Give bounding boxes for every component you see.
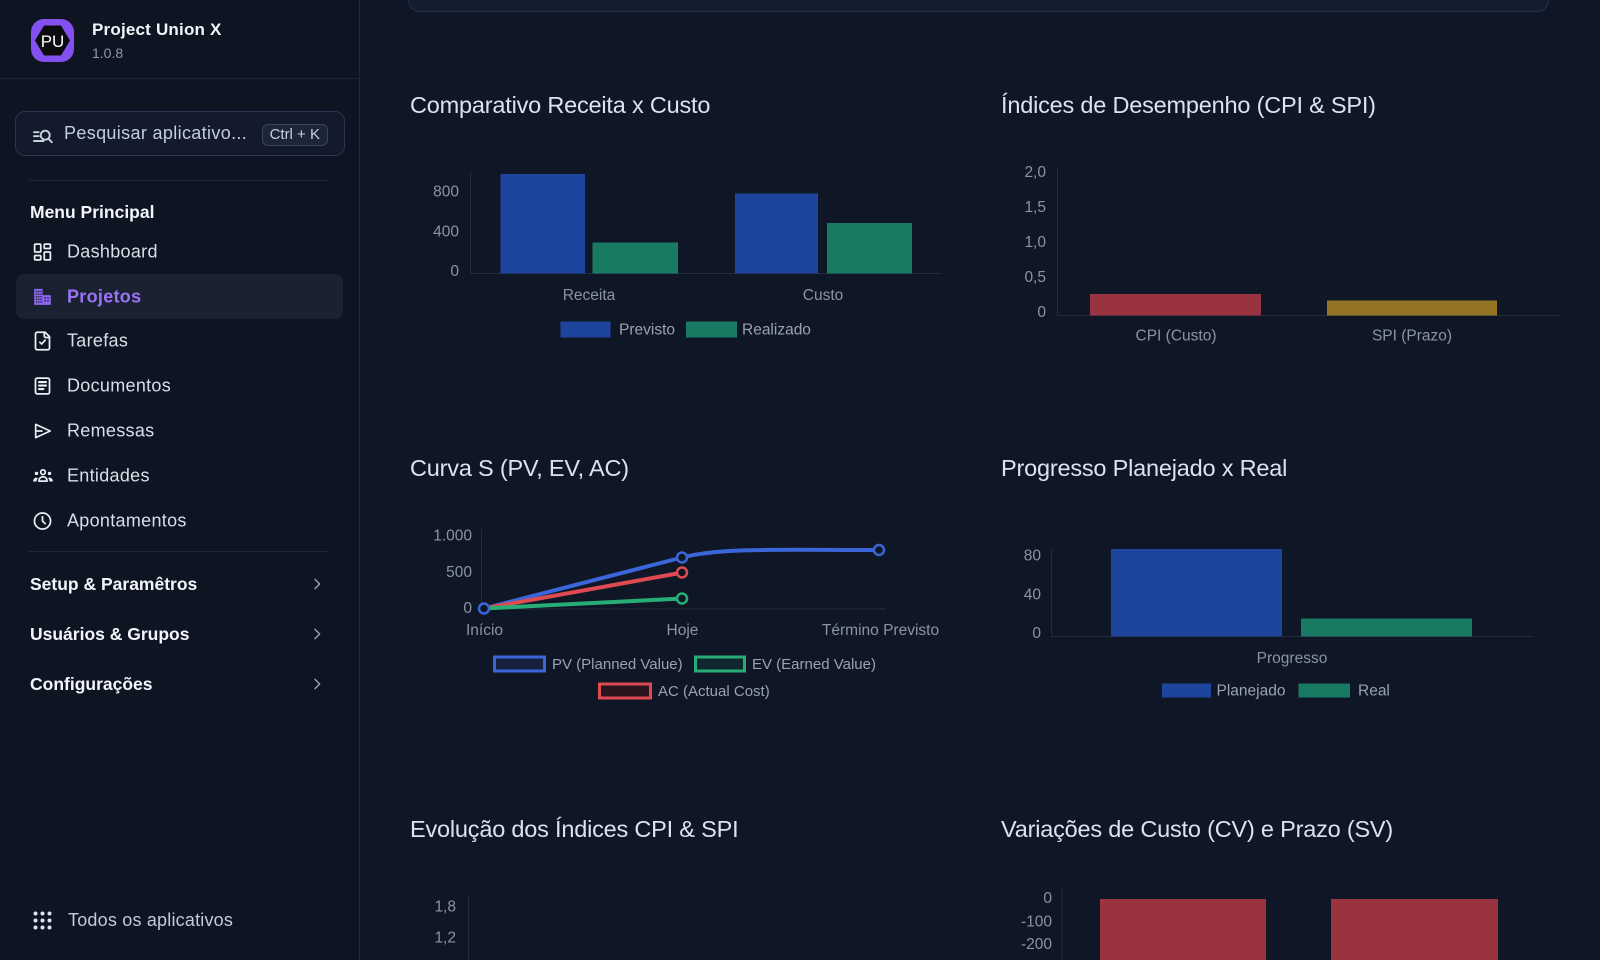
svg-text:Comparativo Receita x Custo: Comparativo Receita x Custo: [410, 92, 710, 118]
svg-text:-100: -100: [1021, 914, 1052, 931]
svg-text:500: 500: [446, 564, 472, 581]
svg-text:Planejado: Planejado: [1217, 683, 1286, 700]
svg-text:AC (Actual Cost): AC (Actual Cost): [658, 683, 770, 700]
svg-text:800: 800: [433, 184, 459, 201]
svg-text:1,2: 1,2: [434, 930, 456, 947]
svg-text:Custo: Custo: [803, 287, 844, 304]
svg-text:Receita: Receita: [563, 287, 616, 304]
svg-text:EV (Earned Value): EV (Earned Value): [752, 656, 876, 673]
svg-text:PU: PU: [41, 32, 65, 51]
svg-text:Realizado: Realizado: [742, 322, 811, 339]
svg-text:0: 0: [463, 600, 472, 617]
svg-text:40: 40: [1024, 587, 1042, 604]
svg-text:PV (Planned Value): PV (Planned Value): [552, 656, 683, 673]
svg-text:Curva S (PV, EV, AC): Curva S (PV, EV, AC): [410, 455, 629, 481]
svg-text:Variações de Custo (CV) e Praz: Variações de Custo (CV) e Prazo (SV): [1001, 816, 1393, 842]
svg-text:1,5: 1,5: [1024, 199, 1046, 216]
svg-text:Início: Início: [466, 622, 503, 639]
svg-text:1.000: 1.000: [433, 528, 472, 545]
svg-text:-200: -200: [1021, 936, 1052, 953]
svg-text:SPI (Prazo): SPI (Prazo): [1372, 328, 1452, 345]
svg-text:1,0: 1,0: [1024, 234, 1046, 251]
svg-text:CPI (Custo): CPI (Custo): [1136, 328, 1217, 345]
svg-text:0: 0: [450, 263, 459, 280]
svg-text:80: 80: [1024, 548, 1042, 565]
svg-text:Previsto: Previsto: [619, 322, 675, 339]
svg-text:Índices de Desempenho (CPI & S: Índices de Desempenho (CPI & SPI): [1001, 92, 1376, 118]
svg-text:1,8: 1,8: [434, 899, 456, 916]
svg-text:400: 400: [433, 224, 459, 241]
svg-text:Término Previsto: Término Previsto: [822, 622, 939, 639]
svg-text:2,0: 2,0: [1024, 164, 1046, 181]
svg-text:Evolução dos Índices CPI & SPI: Evolução dos Índices CPI & SPI: [410, 816, 738, 842]
svg-text:0: 0: [1037, 304, 1046, 321]
svg-text:Hoje: Hoje: [667, 622, 699, 639]
svg-text:0,5: 0,5: [1024, 269, 1046, 286]
svg-text:Real: Real: [1358, 683, 1390, 700]
svg-text:0: 0: [1032, 625, 1041, 642]
svg-text:0: 0: [1043, 890, 1052, 907]
svg-text:Progresso Planejado x Real: Progresso Planejado x Real: [1001, 455, 1287, 481]
svg-text:Progresso: Progresso: [1257, 650, 1328, 667]
